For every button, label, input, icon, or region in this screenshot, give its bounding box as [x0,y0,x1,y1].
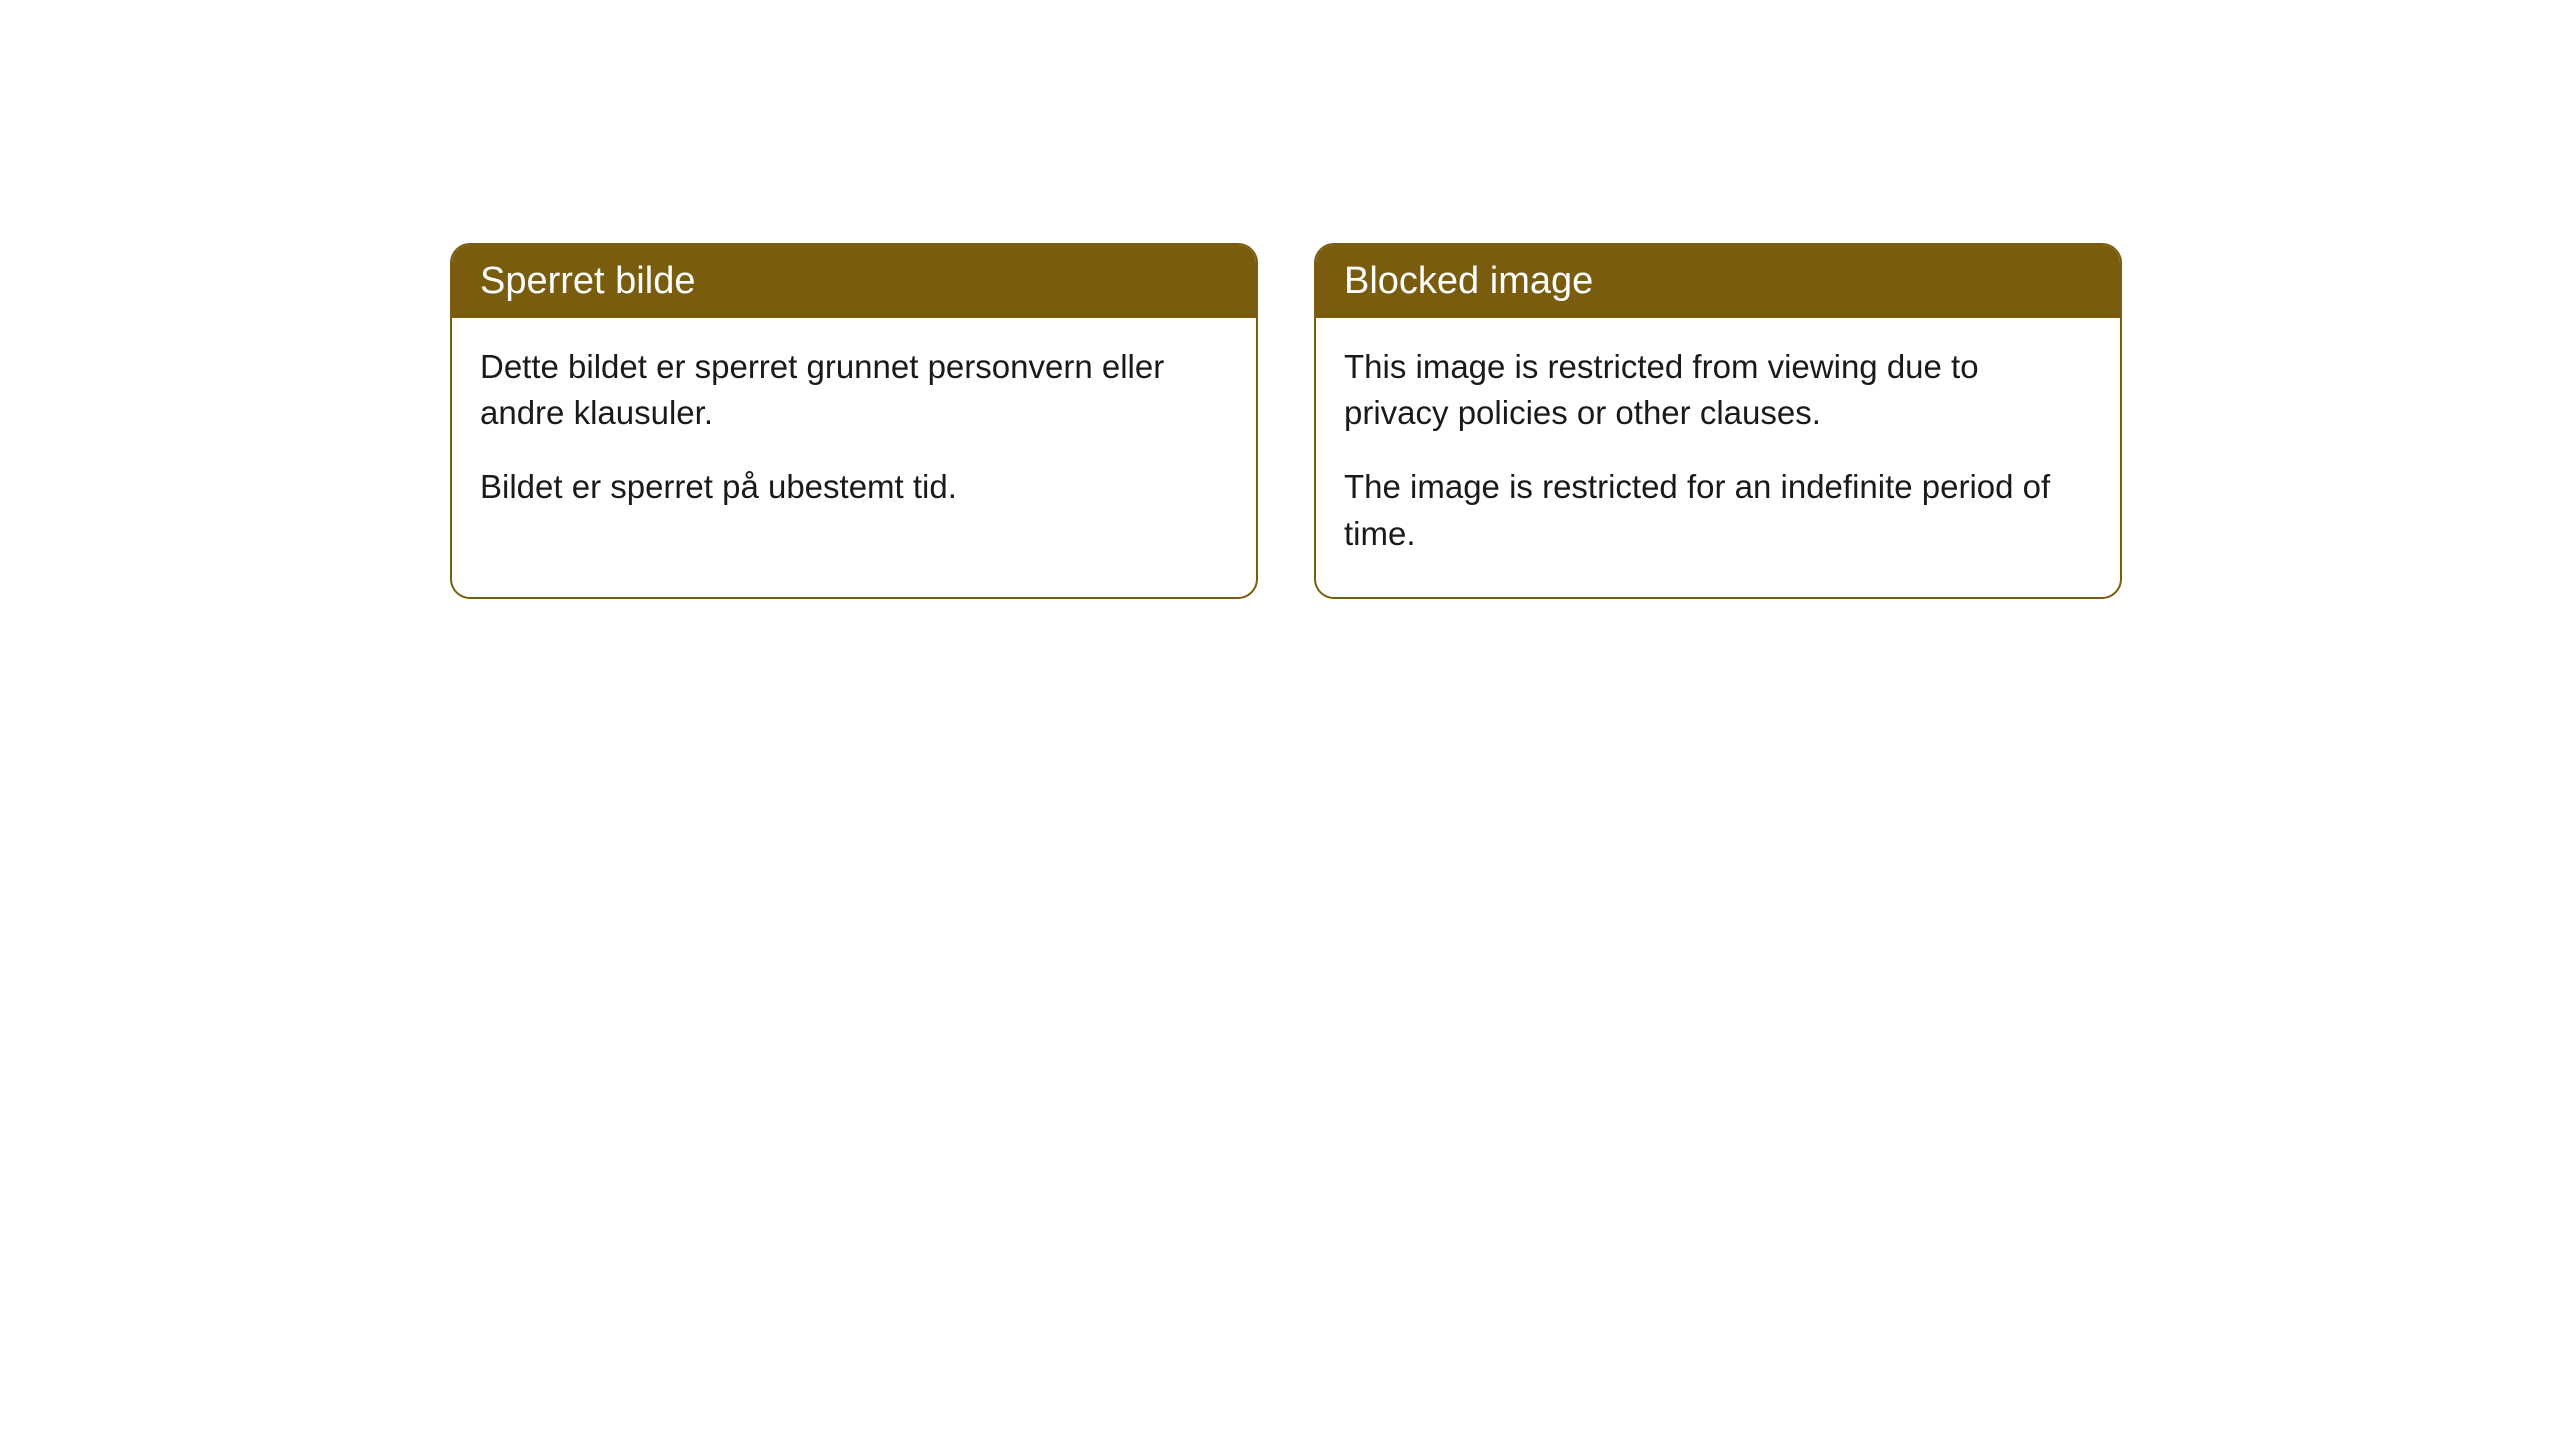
notice-card-english: Blocked image This image is restricted f… [1314,243,2122,599]
card-title: Blocked image [1344,260,1593,302]
notice-card-norwegian: Sperret bilde Dette bildet er sperret gr… [450,243,1258,599]
card-body-norwegian: Dette bildet er sperret grunnet personve… [452,318,1256,551]
card-paragraph: This image is restricted from viewing du… [1344,344,2092,436]
card-header-norwegian: Sperret bilde [452,245,1256,318]
card-body-english: This image is restricted from viewing du… [1316,318,2120,597]
card-paragraph: Bildet er sperret på ubestemt tid. [480,464,1228,510]
card-paragraph: Dette bildet er sperret grunnet personve… [480,344,1228,436]
card-header-english: Blocked image [1316,245,2120,318]
notice-cards-container: Sperret bilde Dette bildet er sperret gr… [450,243,2122,599]
card-title: Sperret bilde [480,260,695,302]
card-paragraph: The image is restricted for an indefinit… [1344,464,2092,556]
